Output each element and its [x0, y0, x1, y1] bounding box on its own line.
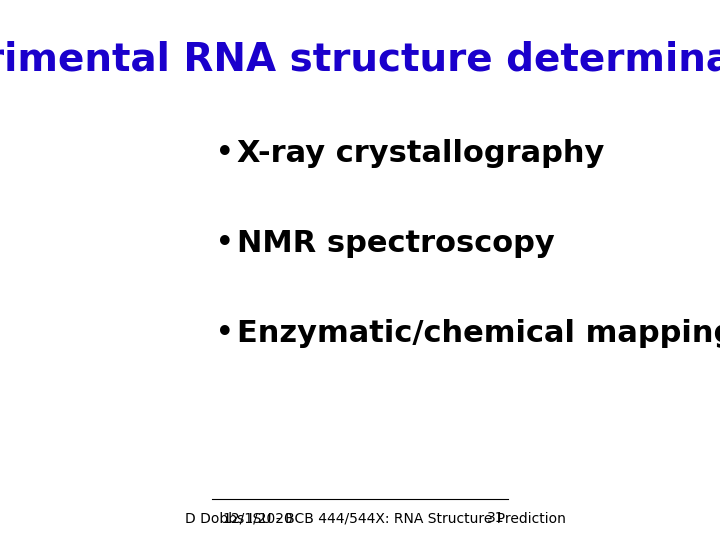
- Text: D Dobbs ISU - BCB 444/544X: RNA Structure Prediction: D Dobbs ISU - BCB 444/544X: RNA Structur…: [185, 511, 566, 525]
- Text: 31: 31: [487, 511, 505, 525]
- Text: Experimental RNA structure determination?: Experimental RNA structure determination…: [0, 42, 720, 79]
- Text: •: •: [215, 137, 234, 170]
- Text: •: •: [215, 318, 234, 350]
- Text: Enzymatic/chemical mapping: Enzymatic/chemical mapping: [237, 319, 720, 348]
- Text: 12/1/2020: 12/1/2020: [223, 511, 294, 525]
- Text: •: •: [215, 227, 234, 260]
- Text: X-ray crystallography: X-ray crystallography: [237, 139, 604, 167]
- Text: NMR spectroscopy: NMR spectroscopy: [237, 229, 554, 258]
